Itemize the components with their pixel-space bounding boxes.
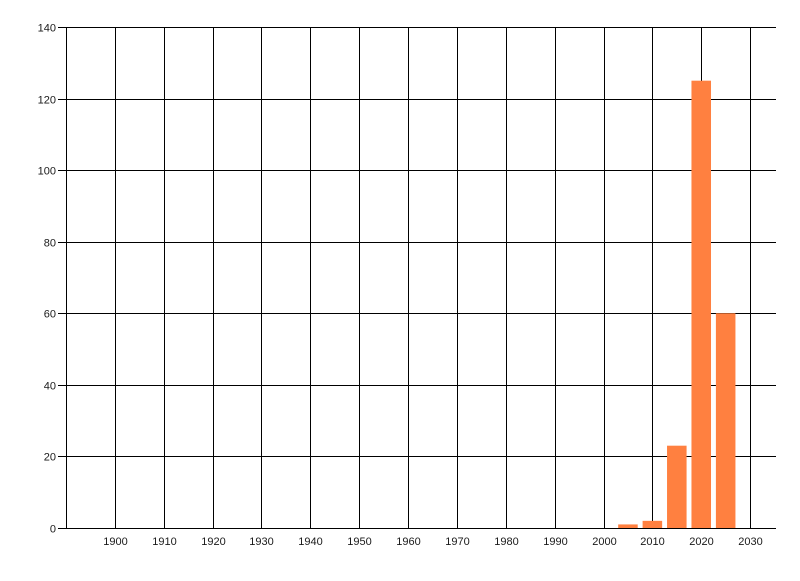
bar-2025	[715, 313, 736, 528]
x-tick-label: 1900	[103, 536, 127, 548]
y-tick-label: 120	[38, 95, 56, 107]
x-tick-label: 1930	[249, 536, 273, 548]
x-tick-label: 2020	[689, 536, 713, 548]
x-tick-label: 1980	[494, 536, 518, 548]
x-tick-label: 1940	[298, 536, 322, 548]
y-tick-label: 80	[44, 238, 56, 250]
bar-2010	[642, 520, 663, 528]
y-tick-label: 60	[44, 309, 56, 321]
bar-2020	[691, 80, 712, 528]
bar-2015	[667, 445, 687, 528]
y-tick-label: 40	[44, 381, 56, 393]
x-tick-label: 1990	[543, 536, 567, 548]
x-tick-label: 2030	[738, 536, 762, 548]
grid	[58, 27, 776, 529]
bar-2005	[618, 524, 638, 528]
x-tick-label: 1950	[347, 536, 371, 548]
y-tick-label: 20	[44, 452, 56, 464]
x-tick-label: 1910	[152, 536, 176, 548]
x-tick-label: 1970	[445, 536, 469, 548]
x-tick-label: 2000	[592, 536, 616, 548]
x-tick-label: 1960	[396, 536, 420, 548]
y-tick-label: 100	[38, 166, 56, 178]
x-tick-label: 1920	[201, 536, 225, 548]
x-tick-label: 2010	[640, 536, 664, 548]
axes: 0 20 40 60 80 100 120 140 1900 1910 1920 1930 1940 19…	[38, 23, 776, 548]
y-tick-label: 140	[38, 23, 56, 35]
bars	[618, 80, 736, 528]
y-tick-label: 0	[50, 524, 56, 536]
